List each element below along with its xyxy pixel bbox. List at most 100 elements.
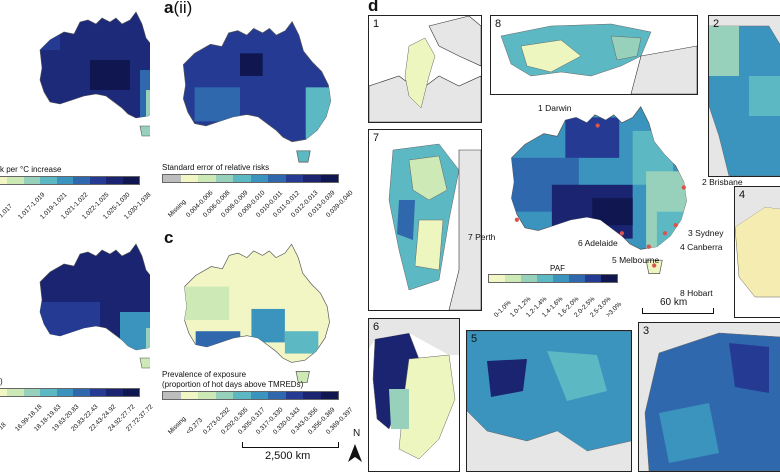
- legend-swatch: [303, 392, 321, 399]
- legend-swatch: [585, 275, 601, 282]
- city-label: 6 Adelaide: [578, 238, 618, 248]
- legend-swatch: [180, 175, 198, 182]
- inset-2: 2: [708, 15, 780, 177]
- legend-title-c-2: (proportion of hot days above TMREDs): [162, 380, 304, 389]
- scale-bar: [242, 442, 339, 448]
- legend-swatch: [40, 389, 57, 396]
- legend-swatch: [553, 275, 569, 282]
- legend-swatch: [106, 177, 123, 184]
- legend-title-b: ): [0, 377, 3, 386]
- legend-swatch: [73, 389, 90, 396]
- legend-swatch: [7, 177, 24, 184]
- legend-title-d: PAF: [550, 264, 565, 273]
- legend-swatch: [505, 275, 521, 282]
- legend-swatch: [0, 177, 8, 184]
- legend-swatch: [7, 389, 24, 396]
- legend-tick-label: Missing: [167, 415, 188, 436]
- map-a-i: [39, 11, 150, 137]
- inset-6: 6: [368, 318, 460, 472]
- legend-bar-d: [488, 274, 618, 283]
- legend-swatch: [215, 392, 233, 399]
- legend-swatch: [198, 392, 216, 399]
- scale-bar-label: 2,500 km: [265, 450, 311, 462]
- legend-bar-a-i: [0, 176, 140, 185]
- legend-swatch: [250, 392, 268, 399]
- inset-num-8: 8: [495, 18, 502, 30]
- panel-label-d: d: [368, 0, 379, 15]
- legend-swatch: [163, 175, 181, 182]
- legend-swatch: [303, 175, 321, 182]
- legend-swatch: [521, 275, 537, 282]
- legend-swatch: [180, 392, 198, 399]
- legend-bar-b: [0, 388, 140, 397]
- map-a-ii: [182, 21, 332, 163]
- inset-num-6: 6: [373, 321, 380, 333]
- d-scale-label: 60 km: [660, 297, 688, 308]
- north-arrow-icon: [348, 444, 362, 462]
- legend-swatch: [0, 389, 8, 396]
- legend-swatch: [569, 275, 585, 282]
- legend-swatch: [320, 175, 338, 182]
- inset-num-2: 2: [713, 18, 720, 30]
- panel-label-a-ii: a(ii): [164, 0, 193, 17]
- map-c: [183, 243, 331, 384]
- legend-swatch: [56, 389, 74, 396]
- legend-swatch: [285, 175, 303, 182]
- legend-tick-label: Missing: [167, 198, 188, 219]
- legend-tick-label: -18: [0, 421, 8, 433]
- inset-num-5: 5: [471, 333, 478, 345]
- legend-title-a-i: k per °C increase: [0, 165, 62, 174]
- legend-swatch: [285, 392, 303, 399]
- legend-swatch: [250, 175, 268, 182]
- legend-swatch: [233, 175, 251, 182]
- inset-num-7: 7: [373, 132, 380, 144]
- city-label: 3 Sydney: [688, 228, 724, 238]
- legend-title-c-1: Prevalence of exposure: [162, 370, 247, 379]
- legend-swatch: [268, 392, 286, 399]
- legend-swatch: [40, 177, 57, 184]
- legend-swatch: [233, 392, 251, 399]
- panel-a-i: k per °C increase -1.017 1.017-1.019 1.019…: [0, 0, 153, 230]
- inset-num-1: 1: [373, 18, 380, 30]
- legend-swatch: [537, 275, 553, 282]
- inset-4: 4: [734, 186, 780, 318]
- legend-ticks-a-i: -1.017 1.017-1.019 1.019-1.021 1.021-1.022 1…: [0, 186, 153, 226]
- legend-swatch: [320, 392, 338, 399]
- inset-7: 7: [368, 129, 482, 311]
- inset-3: 3: [638, 322, 780, 472]
- legend-swatch: [106, 389, 123, 396]
- legend-bar-a-ii: [162, 174, 339, 183]
- legend-swatch: [56, 177, 74, 184]
- panel-c: c Prevalence of exposure (proportion of …: [160, 228, 362, 470]
- city-label: 4 Canberra: [680, 242, 723, 252]
- panel-a-ii: a(ii) Standard error of relative risks M…: [160, 0, 354, 230]
- legend-swatch: [489, 275, 505, 282]
- legend-title-a-ii: Standard error of relative risks: [162, 163, 270, 172]
- legend-swatch: [73, 177, 90, 184]
- legend-bar-c: [162, 391, 339, 400]
- legend-swatch: [601, 275, 617, 282]
- panel-label-c: c: [164, 228, 174, 247]
- legend-swatch: [122, 177, 139, 184]
- legend-tick-label: -1.017: [0, 202, 15, 221]
- legend-swatch: [23, 389, 41, 396]
- legend-ticks-d: 0-1.0% 1.0-1.2% 1.2-1.4% 1.4-1.6% 1.6-2.0% 2.…: [488, 284, 623, 319]
- legend-ticks-a-ii: Missing 0.004-0.006 0.006-0.008 0.008-0.009…: [162, 184, 354, 230]
- legend-ticks-b: -18 16.99-18.18 18.18-19.63 19.63-20.83 20.8…: [0, 398, 155, 448]
- panel-b: ) -18 16.99-18.18 18.18-19.63 19.63-20.83 20…: [0, 232, 155, 470]
- legend-swatch: [163, 392, 181, 399]
- legend-tick-label: 0-1.0%: [492, 299, 513, 319]
- legend-swatch: [23, 177, 41, 184]
- inset-5: 5: [466, 330, 632, 472]
- d-scale-bar: [642, 308, 714, 314]
- city-label: 7 Perth: [468, 232, 496, 242]
- legend-swatch: [89, 177, 107, 184]
- legend-swatch: [198, 175, 216, 182]
- inset-8: 8: [490, 15, 698, 95]
- inset-num-4: 4: [739, 189, 746, 201]
- city-label: 2 Brisbane: [702, 177, 743, 187]
- map-b: [39, 243, 150, 369]
- city-label: 1 Darwin: [538, 103, 572, 113]
- city-label: 5 Melbourne: [612, 255, 660, 265]
- north-label: N: [353, 428, 361, 439]
